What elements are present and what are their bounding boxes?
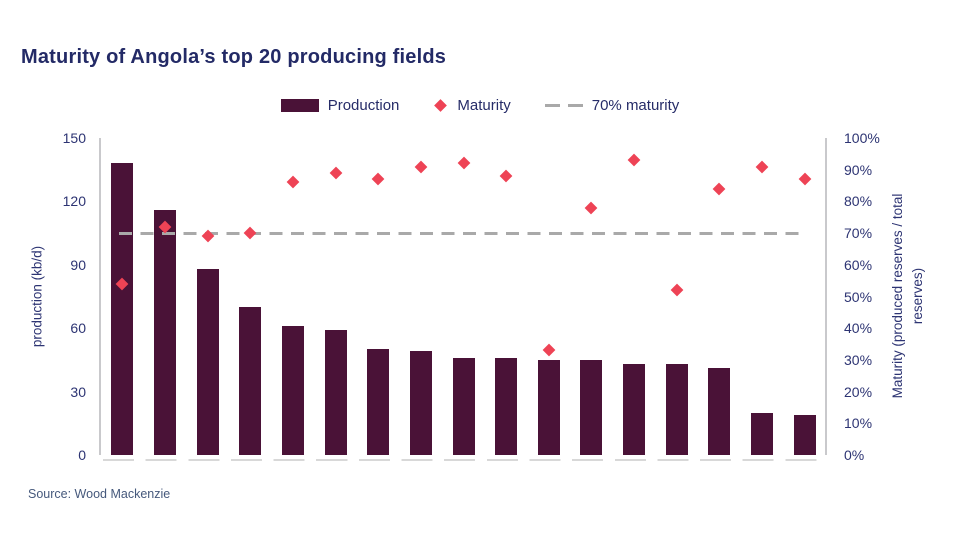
right-axis-tick-label: 30% <box>844 351 873 368</box>
right-axis-title-line2: reserves) <box>910 267 925 325</box>
production-bar <box>409 351 432 455</box>
production-bar <box>495 357 518 455</box>
legend-item-70pct-maturity: 70% maturity <box>544 97 680 114</box>
maturity-point <box>286 176 300 189</box>
production-bar <box>793 414 816 455</box>
maturity-point <box>755 160 769 173</box>
right-axis-tick-label: 90% <box>844 161 873 178</box>
left-axis-title: production (kb/d) <box>29 245 45 348</box>
right-axis-line <box>825 138 827 455</box>
production-bar <box>153 209 176 455</box>
production-bar <box>111 163 134 455</box>
production-bar <box>239 307 262 455</box>
reference-line-70pct <box>119 231 800 235</box>
production-bar <box>452 357 475 455</box>
left-axis-tick-label: 120 <box>62 193 86 210</box>
right-axis-tick-label: 20% <box>844 383 873 400</box>
left-axis-tick-label: 150 <box>62 130 86 146</box>
production-bar <box>623 364 646 455</box>
right-axis-title: Maturity (produced reserves / total rese… <box>888 156 928 436</box>
production-bar <box>324 330 347 455</box>
maturity-point <box>329 166 342 180</box>
dashed-line-swatch-icon <box>544 104 583 107</box>
right-axis-tick-label: 70% <box>844 225 873 242</box>
x-axis-baseline <box>101 458 826 461</box>
right-axis-tick-label: 60% <box>844 256 873 273</box>
right-axis-tick-label: 80% <box>844 193 873 210</box>
legend: Production Maturity 70% maturity <box>0 97 960 114</box>
production-bar <box>751 412 774 455</box>
maturity-point <box>542 344 556 357</box>
left-axis-tick-label: 0 <box>78 447 86 463</box>
right-axis-tick-label: 50% <box>844 288 873 305</box>
source-note: Source: Wood Mackenzie <box>28 487 171 501</box>
left-axis-tick-label: 30 <box>70 383 86 400</box>
maturity-point <box>713 182 726 196</box>
right-axis-tick-label: 0% <box>844 447 865 463</box>
maturity-point <box>414 160 428 173</box>
maturity-point <box>670 283 684 297</box>
chart-title: Maturity of Angola’s top 20 producing fi… <box>21 46 447 68</box>
left-axis-tick-label: 90 <box>70 256 86 273</box>
maturity-point <box>798 172 812 186</box>
right-axis-tick-label: 100% <box>844 130 880 146</box>
legend-label-maturity: Maturity <box>457 97 511 114</box>
maturity-point <box>371 172 385 186</box>
maturity-point <box>499 169 513 183</box>
production-bar-swatch-icon <box>280 99 319 112</box>
production-bar <box>580 359 603 455</box>
left-axis-line <box>99 138 101 455</box>
production-bar <box>196 269 219 455</box>
legend-label-70pct-maturity: 70% maturity <box>591 97 680 114</box>
left-axis-tick-label: 60 <box>70 320 86 337</box>
maturity-point <box>627 153 641 167</box>
maturity-diamond-swatch-icon <box>434 99 448 112</box>
maturity-point <box>585 201 598 215</box>
right-axis-tick-label: 10% <box>844 415 873 432</box>
production-bar <box>708 368 731 455</box>
legend-item-production: Production <box>280 97 400 114</box>
production-bar <box>665 364 688 455</box>
production-bar <box>367 349 390 455</box>
right-axis-tick-label: 40% <box>844 320 873 337</box>
legend-item-maturity: Maturity <box>433 97 511 114</box>
maturity-point <box>243 226 257 240</box>
legend-label-production: Production <box>327 97 400 114</box>
production-bar <box>537 359 560 455</box>
maturity-point <box>457 156 470 170</box>
production-bar <box>281 326 304 455</box>
